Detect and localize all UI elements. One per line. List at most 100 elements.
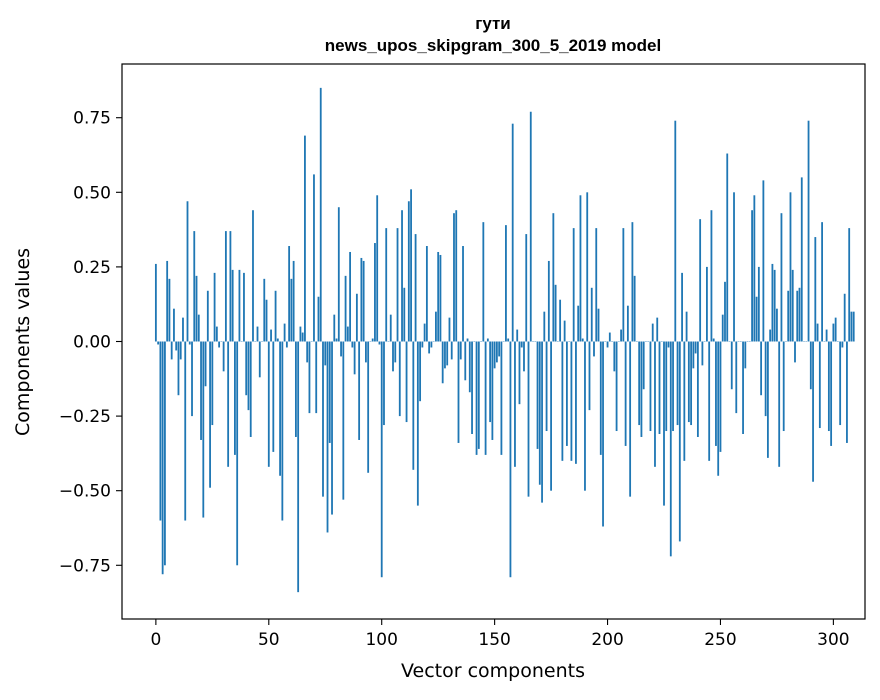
bar-component-225 bbox=[663, 342, 665, 506]
bar-component-255 bbox=[731, 342, 733, 390]
bar-component-161 bbox=[519, 342, 521, 405]
bar-component-37 bbox=[239, 270, 241, 342]
bar-component-133 bbox=[455, 210, 457, 341]
bar-component-272 bbox=[769, 330, 771, 342]
bar-component-111 bbox=[406, 342, 408, 423]
bar-component-81 bbox=[338, 207, 340, 341]
bar-component-2 bbox=[159, 342, 161, 521]
bar-component-230 bbox=[674, 121, 676, 342]
bar-component-52 bbox=[272, 342, 274, 452]
bar-component-197 bbox=[600, 342, 602, 455]
bar-component-118 bbox=[421, 342, 423, 348]
bar-component-198 bbox=[602, 342, 604, 527]
bar-component-195 bbox=[595, 228, 597, 341]
bar-component-138 bbox=[467, 339, 469, 342]
bar-component-211 bbox=[631, 222, 633, 341]
bar-component-139 bbox=[469, 342, 471, 393]
bar-component-184 bbox=[571, 342, 573, 461]
bar-component-180 bbox=[561, 342, 563, 461]
bar-component-134 bbox=[458, 342, 460, 443]
bar-component-174 bbox=[548, 261, 550, 342]
bar-component-104 bbox=[390, 315, 392, 342]
bar-component-11 bbox=[180, 342, 182, 360]
bar-component-126 bbox=[440, 255, 442, 342]
x-tick-label: 300 bbox=[817, 630, 849, 650]
bar-component-299 bbox=[830, 342, 832, 446]
bar-component-85 bbox=[347, 327, 349, 342]
bar-component-142 bbox=[476, 342, 478, 455]
bar-component-60 bbox=[290, 279, 292, 342]
bar-component-261 bbox=[744, 342, 746, 369]
bar-component-41 bbox=[248, 342, 250, 411]
bar-component-63 bbox=[297, 342, 299, 593]
bar-component-10 bbox=[178, 342, 180, 396]
bar-component-284 bbox=[796, 291, 798, 342]
bar-component-33 bbox=[230, 231, 232, 341]
bar-component-187 bbox=[577, 306, 579, 342]
bar-component-231 bbox=[677, 342, 679, 426]
bar-component-0 bbox=[155, 264, 157, 342]
bar-component-171 bbox=[541, 342, 543, 503]
bar-component-27 bbox=[216, 327, 218, 342]
bar-component-70 bbox=[313, 174, 315, 341]
bar-component-61 bbox=[293, 261, 295, 342]
bar-component-90 bbox=[358, 342, 360, 440]
bar-component-294 bbox=[819, 342, 821, 429]
bar-component-107 bbox=[397, 228, 399, 341]
bar-component-58 bbox=[286, 342, 288, 348]
bar-component-152 bbox=[498, 342, 500, 357]
bar-component-166 bbox=[530, 112, 532, 342]
bar-component-177 bbox=[555, 285, 557, 342]
bar-component-190 bbox=[584, 342, 586, 491]
bar-component-282 bbox=[792, 270, 794, 342]
bar-component-295 bbox=[821, 222, 823, 341]
bar-component-106 bbox=[394, 342, 396, 363]
bar-component-271 bbox=[767, 342, 769, 458]
bar-component-14 bbox=[187, 201, 189, 341]
bar-component-236 bbox=[688, 342, 690, 423]
bar-component-233 bbox=[681, 273, 683, 342]
bar-component-269 bbox=[762, 180, 764, 341]
bar-component-127 bbox=[442, 342, 444, 384]
y-tick-label: 0.75 bbox=[73, 109, 111, 129]
bar-component-77 bbox=[329, 342, 331, 443]
bar-component-283 bbox=[794, 342, 796, 363]
bar-component-49 bbox=[266, 300, 268, 342]
y-tick-label: 0.00 bbox=[73, 333, 111, 353]
bar-component-158 bbox=[512, 124, 514, 342]
bar-component-170 bbox=[539, 342, 541, 485]
x-tick-label: 150 bbox=[478, 630, 510, 650]
bar-component-201 bbox=[609, 333, 611, 342]
bar-component-128 bbox=[444, 342, 446, 369]
bar-component-153 bbox=[501, 342, 503, 455]
x-tick-label: 250 bbox=[704, 630, 736, 650]
bar-component-96 bbox=[372, 339, 374, 342]
bar-component-206 bbox=[620, 330, 622, 342]
bar-component-71 bbox=[315, 342, 317, 414]
bar-component-246 bbox=[711, 210, 713, 341]
bar-component-9 bbox=[175, 342, 177, 351]
bar-component-105 bbox=[392, 342, 394, 372]
bar-component-94 bbox=[367, 342, 369, 473]
y-tick-label: −0.25 bbox=[59, 407, 111, 427]
bar-component-80 bbox=[336, 339, 338, 342]
bar-component-88 bbox=[354, 342, 356, 375]
bar-component-130 bbox=[449, 318, 451, 342]
bar-component-232 bbox=[679, 342, 681, 542]
chart-title-line1: гути bbox=[475, 14, 511, 33]
bar-component-137 bbox=[464, 342, 466, 381]
bar-component-212 bbox=[634, 276, 636, 342]
bar-component-173 bbox=[546, 342, 548, 432]
bar-component-256 bbox=[733, 192, 735, 341]
bar-component-276 bbox=[778, 342, 780, 467]
bar-component-109 bbox=[401, 210, 403, 341]
bar-component-266 bbox=[756, 297, 758, 342]
bar-component-149 bbox=[491, 342, 493, 440]
bar-component-305 bbox=[844, 294, 846, 342]
bar-component-146 bbox=[485, 342, 487, 455]
bar-component-120 bbox=[426, 246, 428, 341]
bar-component-265 bbox=[753, 195, 755, 341]
bar-component-249 bbox=[717, 342, 719, 476]
bar-component-223 bbox=[659, 342, 661, 435]
bar-component-222 bbox=[656, 318, 658, 342]
